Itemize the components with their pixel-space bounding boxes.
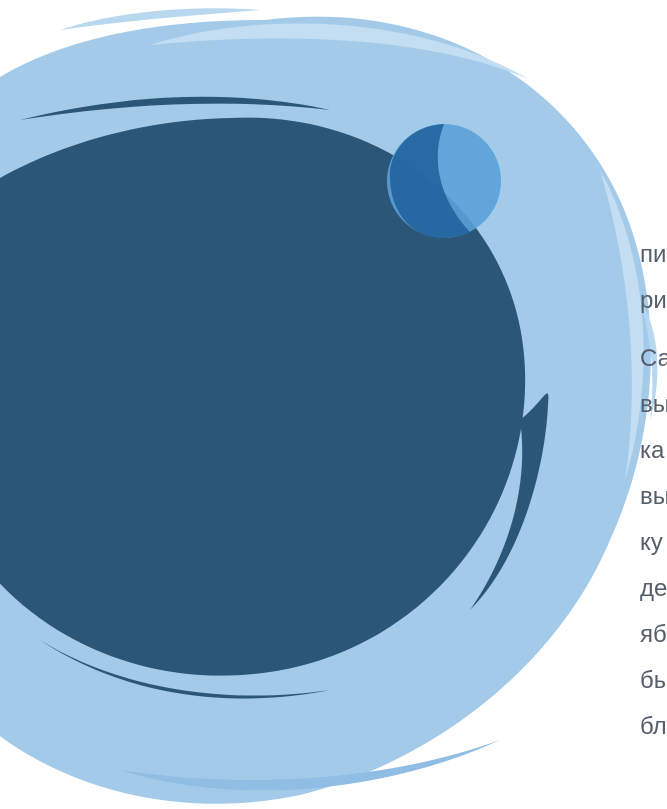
text-line: вы (640, 391, 667, 418)
clipped-text-column: пи ри Са вы ка вы ку де яб бы бл (640, 232, 667, 750)
text-line: пи (640, 241, 667, 268)
text-line: яб (640, 621, 667, 648)
text-line: де (640, 575, 667, 602)
accent-dot (387, 124, 501, 238)
text-line: ри (640, 287, 667, 314)
text-line: бы (640, 667, 667, 694)
text-line: вы (640, 483, 667, 510)
text-line: ку (640, 529, 663, 556)
paragraph-gap (640, 324, 667, 336)
text-line: Са (640, 345, 667, 372)
text-line: бл (640, 713, 667, 740)
text-line: ка (640, 437, 665, 464)
inner-dark-circle (0, 96, 549, 699)
